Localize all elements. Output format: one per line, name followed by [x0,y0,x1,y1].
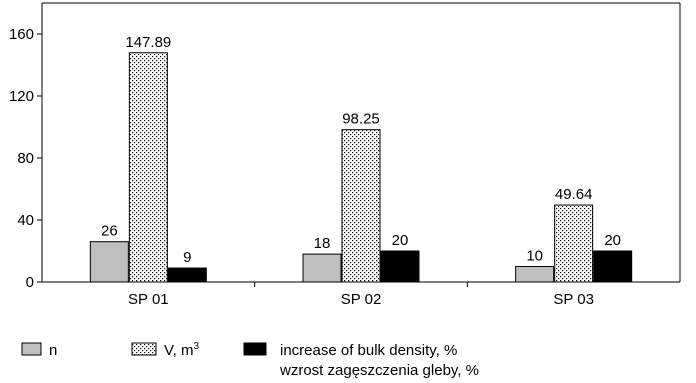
legend-swatch-n [21,342,42,356]
data-label: 98.25 [342,111,380,128]
data-label: 49.64 [555,186,593,203]
y-tick-label: 120 [9,88,34,105]
y-tick-label: 160 [9,26,34,43]
legend: n V, m3 increase of bulk density, % wzrost … [21,341,479,379]
plot-area: 0 40 80 120 160 26 147.89 9 SP 01 18 98.25 20 SP 02 1… [9,2,681,308]
legend-label: increase of bulk density, % [280,342,457,359]
data-label: 26 [101,223,118,240]
bar-v [341,129,381,283]
y-tick-label: 40 [17,212,34,229]
bar-bulk-density [380,250,420,283]
bar-bulk-density [593,250,633,283]
bar-bulk-density [167,267,207,283]
y-tick-label: 80 [17,150,34,167]
data-label: 9 [183,249,191,266]
data-label: 20 [604,232,621,249]
y-tick-label: 0 [26,274,34,291]
legend-swatch-v [131,342,157,356]
bar-v [554,204,594,283]
x-tick-label: SP 02 [341,291,382,308]
bar-v [128,52,168,283]
x-tick-label: SP 01 [128,291,169,308]
legend-label: V, m3 [164,341,199,359]
legend-label: n [49,342,57,359]
data-label: 18 [314,235,331,252]
data-label: 20 [392,232,409,249]
legend-label-line2: wzrost zagęszczenia gleby, % [279,362,479,379]
data-label: 10 [526,248,543,265]
legend-label-superscript: 3 [193,341,199,352]
bar-n [515,266,555,283]
data-label: 147.89 [125,34,171,51]
bar-n [302,253,342,283]
legend-swatch-bulk-density [243,342,267,356]
bar-n [89,241,129,283]
x-tick-label: SP 03 [553,291,594,308]
